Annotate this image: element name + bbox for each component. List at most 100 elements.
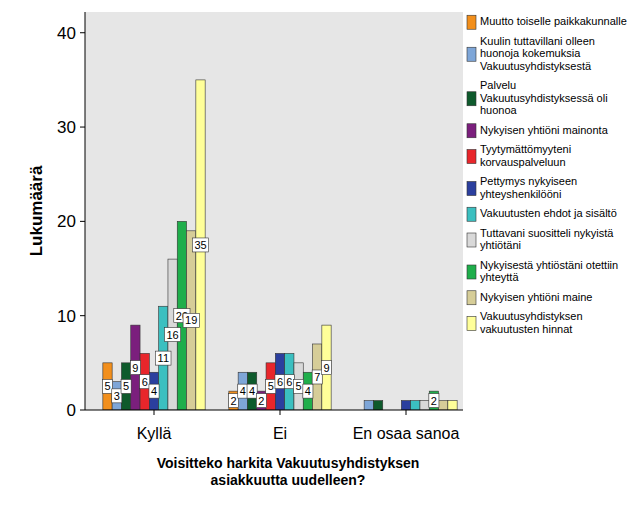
bar <box>411 401 420 410</box>
data-label-box <box>156 351 171 365</box>
data-label-box <box>429 394 439 408</box>
y-tick <box>80 410 85 411</box>
data-label-box <box>266 379 276 393</box>
legend-swatch <box>467 233 476 247</box>
data-label: 5 <box>123 380 129 392</box>
bar <box>429 391 438 410</box>
legend-swatch <box>467 150 476 164</box>
data-label: 3 <box>114 390 120 402</box>
data-label-box <box>112 389 122 403</box>
x-axis-title-line: Voisitteko harkita Vakuutusyhdistyksen <box>157 455 420 471</box>
bar <box>257 391 266 410</box>
y-axis-title: Lukumäärä <box>27 165 46 256</box>
legend-label: Vakuutusyhdistyksenvakuutusten hinnat <box>480 310 583 335</box>
legend-label-line: Tuttavani suositteli nykyistä <box>480 227 614 239</box>
legend-label-line: Tyytymättömyyteni <box>480 143 571 155</box>
bar <box>149 372 158 410</box>
legend-label-line: vakuutusten hinnat <box>480 323 572 335</box>
data-label-box <box>149 384 159 398</box>
legend-label-line: Vakuutusyhdistyksestä <box>480 60 592 72</box>
legend: Muutto toiselle paikkakunnalle Kuulin tut… <box>467 15 627 335</box>
legend-label-line: Muutto toiselle paikkakunnalle <box>480 15 627 27</box>
data-label-box <box>312 370 322 384</box>
data-labels: 5234549265461161652042197359 <box>102 238 439 408</box>
data-label: 5 <box>104 380 110 392</box>
legend-label-line: yhtiötäni <box>480 239 521 251</box>
y-tick-label: 0 <box>67 401 76 420</box>
data-label-box <box>238 384 248 398</box>
legend-label-line: huonoa <box>480 104 518 116</box>
bar <box>322 325 331 410</box>
bar <box>121 363 130 410</box>
legend-label: PalveluVakuutusyhdistyksessä olihuonoa <box>480 79 608 116</box>
legend-swatch <box>467 124 476 138</box>
data-label: 6 <box>142 376 148 388</box>
data-label: 5 <box>268 380 274 392</box>
x-tick <box>280 410 281 415</box>
data-label-box <box>140 375 150 389</box>
legend-label-line: Vakuutusyhdistyksessä oli <box>480 92 608 104</box>
bars <box>103 80 457 410</box>
data-label-box <box>121 379 131 393</box>
data-label: 9 <box>132 362 138 374</box>
data-label: 5 <box>296 380 302 392</box>
data-label-box <box>275 375 285 389</box>
data-label: 11 <box>158 352 169 364</box>
legend-swatch <box>467 47 476 61</box>
legend-label-line: Palvelu <box>480 79 516 91</box>
y-tick <box>80 315 85 316</box>
legend-label-line: Nykyisestä yhtiöstäni otettiin <box>480 259 618 271</box>
legend-label-line: Nykyisen yhtiöni mainonta <box>480 124 609 136</box>
bar <box>103 363 112 410</box>
bar <box>238 372 247 410</box>
legend-swatch <box>467 207 476 221</box>
bar <box>112 382 121 410</box>
bar <box>140 353 149 410</box>
data-label: 9 <box>323 362 329 374</box>
bar <box>285 353 294 410</box>
legend-label: Tyytymättömyytenikorvauspalveluun <box>480 143 571 168</box>
y-tick-label: 40 <box>57 24 76 43</box>
bar <box>303 372 312 410</box>
data-label: 2 <box>230 395 236 407</box>
legend-label: Muutto toiselle paikkakunnalle <box>480 15 627 27</box>
legend-swatch <box>467 92 476 106</box>
data-label-box <box>303 384 313 398</box>
legend-label: Nykyisen yhtiöni mainonta <box>480 124 609 136</box>
bar <box>373 401 382 410</box>
legend-swatch <box>467 317 476 331</box>
legend-swatch <box>467 265 476 279</box>
x-tick <box>154 410 155 415</box>
data-label-box <box>183 313 199 327</box>
data-label-box <box>284 375 294 389</box>
data-label: 2 <box>431 395 437 407</box>
data-label: 19 <box>185 314 197 326</box>
legend-label-line: Pettymys nykyiseen <box>480 175 577 187</box>
legend-label: Nykyisen yhtiöni maine <box>480 291 593 303</box>
legend-label-line: yhteyttä <box>480 271 519 283</box>
bar <box>247 372 256 410</box>
data-label-box <box>192 238 208 252</box>
legend-label: Nykyisestä yhtiöstäni otettiinyhteyttä <box>480 259 618 284</box>
x-axis-title: Voisitteko harkita Vakuutusyhdistyksenas… <box>157 455 420 488</box>
y-tick-label: 20 <box>57 212 76 231</box>
y-tick-label: 10 <box>57 307 76 326</box>
legend-label-line: huonoja kokemuksia <box>480 47 581 59</box>
data-label: 6 <box>277 376 283 388</box>
legend-label: Pettymys nykyiseenyhteyshenkilööni <box>480 175 577 200</box>
chart: 5234549265461161652042197359010203040Kyl… <box>0 0 633 508</box>
data-label-box <box>102 379 112 393</box>
bar <box>275 353 284 410</box>
legend-label-line: korvauspalveluun <box>480 156 566 168</box>
data-label: 4 <box>305 385 311 397</box>
y-tick <box>80 221 85 222</box>
bar <box>313 344 322 410</box>
bar <box>266 363 275 410</box>
bar <box>229 391 238 410</box>
bar <box>294 363 303 410</box>
legend-label: Tuttavani suositteli nykyistäyhtiötäni <box>480 227 614 252</box>
x-tick <box>406 410 407 415</box>
y-tick-label: 30 <box>57 118 76 137</box>
data-label-box <box>256 394 266 408</box>
legend-label-line: Kuulin tuttavillani olleen <box>480 35 595 47</box>
